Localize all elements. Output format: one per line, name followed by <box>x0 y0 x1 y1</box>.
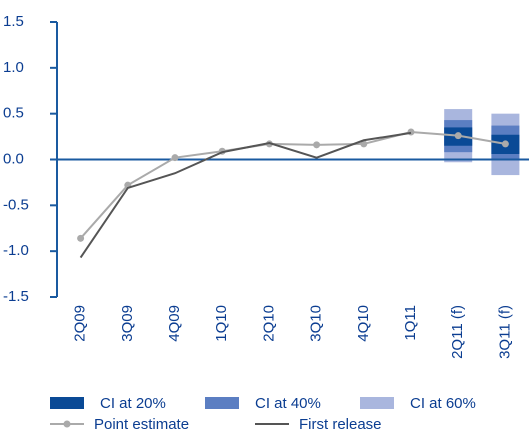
legend-label: CI at 60% <box>410 395 476 412</box>
point <box>77 234 85 242</box>
y-tick-label: 1.0 <box>3 59 24 76</box>
y-tick-label: 0.0 <box>3 150 24 167</box>
point <box>171 154 179 162</box>
x-tick-label: 3Q10 <box>308 305 325 342</box>
legend-swatch <box>360 397 394 409</box>
point <box>501 140 509 148</box>
x-tick-label: 4Q09 <box>166 305 183 342</box>
x-tick-label: 1Q11 <box>402 305 419 341</box>
x-tick-label: 2Q11 (f) <box>449 305 466 359</box>
legend-swatch <box>50 397 84 409</box>
legend-label: CI at 20% <box>100 395 166 412</box>
y-tick-label: -0.5 <box>3 196 29 213</box>
point <box>360 140 368 148</box>
x-tick-label: 3Q11 (f) <box>496 305 513 359</box>
x-tick-label: 2Q10 <box>260 305 277 342</box>
x-tick-label: 3Q09 <box>119 305 136 342</box>
point <box>407 128 415 136</box>
series-line <box>79 131 412 259</box>
legend-swatch <box>205 397 239 409</box>
series-line <box>79 130 506 239</box>
legend-point <box>63 420 71 428</box>
y-tick-label: -1.0 <box>3 242 29 259</box>
x-tick-label: 4Q10 <box>355 305 372 342</box>
x-tick-label: 1Q10 <box>213 305 230 342</box>
legend-label: Point estimate <box>94 416 189 433</box>
legend-label: CI at 40% <box>255 395 321 412</box>
x-tick-label: 2Q09 <box>72 305 89 342</box>
y-tick-label: 0.5 <box>3 105 24 122</box>
point <box>313 141 321 149</box>
legend-label: First release <box>299 416 382 433</box>
y-tick-label: 1.5 <box>3 13 24 30</box>
point <box>454 132 462 140</box>
y-tick-label: -1.5 <box>3 288 29 305</box>
